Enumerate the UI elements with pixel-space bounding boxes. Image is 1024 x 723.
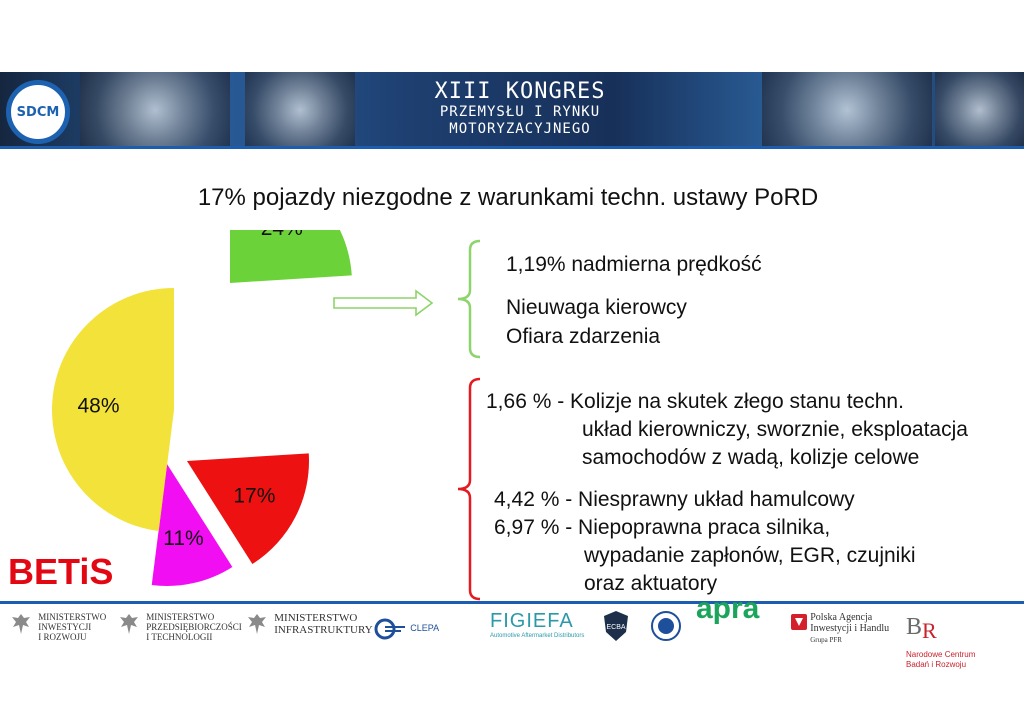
sdcm-logo-text: SDCM bbox=[16, 104, 60, 120]
sponsor-mpit-3: I TECHNOLOGII bbox=[146, 632, 213, 642]
figiefa-sub: Automotive Aftermarket Distributors bbox=[490, 633, 585, 639]
sponsor-mpit: MINISTERSTWO PRZEDSIĘBIORCZOŚCI I TECHNO… bbox=[118, 612, 242, 642]
footer-divider bbox=[0, 601, 1024, 604]
paih-icon bbox=[791, 614, 807, 630]
sdcm-logo: SDCM bbox=[6, 80, 70, 144]
eagle-icon bbox=[248, 614, 266, 634]
red-note-1: 1,66 % - Kolizje na skutek złego stanu t… bbox=[486, 390, 904, 413]
red-note-6: wypadanie zapłonów, EGR, czujniki bbox=[584, 544, 916, 567]
slide-title: 17% pojazdy niezgodne z warunkami techn.… bbox=[197, 184, 819, 211]
ncbr-2: Badań i Rozwoju bbox=[906, 660, 967, 669]
banner-line-3: MOTORYZACYJNEGO bbox=[449, 121, 591, 137]
sponsor-mi: MINISTERSTWO INFRASTRUKTURY bbox=[246, 612, 373, 636]
ncbr-1: Narodowe Centrum bbox=[906, 650, 976, 659]
clepa-label: CLEPA bbox=[410, 623, 440, 634]
paih-1: Polska Agencja bbox=[810, 612, 873, 623]
sponsor-mpit-1: MINISTERSTWO bbox=[146, 612, 215, 622]
sponsor-globe bbox=[650, 610, 682, 644]
betis-logo: BETiS bbox=[8, 551, 114, 592]
red-note-7: oraz aktuatory bbox=[584, 572, 718, 595]
sponsor-mpit-2: PRZEDSIĘBIORCZOŚCI bbox=[146, 622, 242, 632]
pie-slice-24 bbox=[230, 230, 352, 283]
paih-3: Grupa PFR bbox=[810, 636, 842, 644]
pie-label-17: 17% bbox=[233, 484, 275, 507]
red-note-5: 6,97 % - Niepoprawna praca silnika, bbox=[494, 516, 831, 539]
green-note-3: Ofiara zdarzenia bbox=[506, 325, 661, 348]
svg-text:B: B bbox=[906, 614, 922, 640]
green-note-2: Nieuwaga kierowcy bbox=[506, 296, 687, 319]
sponsor-figiefa: FIGIEFA Automotive Aftermarket Distribut… bbox=[490, 611, 585, 641]
green-brace bbox=[457, 239, 481, 359]
ecba-shield-icon: ECBA bbox=[604, 611, 628, 641]
red-note-4: 4,42 % - Niesprawny układ hamulcowy bbox=[494, 488, 855, 511]
pie-chart: 24% 17% 11% 48% bbox=[52, 230, 352, 586]
apra-label: apra bbox=[696, 592, 760, 625]
banner-photo-1 bbox=[80, 72, 230, 148]
sponsor-mi-1: MINISTERSTWO bbox=[274, 612, 358, 624]
sponsor-clepa: CLEPA bbox=[374, 618, 439, 640]
svg-text:R: R bbox=[922, 618, 937, 642]
pie-slice-17 bbox=[187, 453, 309, 565]
sponsor-paih: Polska Agencja Inwestycji i Handlu Grupa… bbox=[790, 612, 889, 646]
red-brace bbox=[457, 377, 481, 601]
pie-slice-11 bbox=[151, 464, 233, 586]
banner-line-2: PRZEMYSŁU I RYNKU bbox=[439, 104, 601, 120]
sponsor-strip: MINISTERSTWO INWESTYCJI I ROZWOJU MINIST… bbox=[0, 594, 1024, 669]
clepa-icon bbox=[374, 618, 405, 640]
sponsor-apra: apra bbox=[696, 594, 759, 624]
red-note-3: samochodów z wadą, kolizje celowe bbox=[582, 446, 920, 469]
eagle-icon bbox=[12, 614, 30, 634]
banner-divider bbox=[0, 146, 1024, 149]
green-note-1: 1,19% nadmierna prędkość bbox=[506, 253, 762, 276]
sponsor-mir-3: I ROZWOJU bbox=[38, 632, 87, 642]
paih-2: Inwestycji i Handlu bbox=[810, 623, 890, 634]
sponsor-mir: MINISTERSTWO INWESTYCJI I ROZWOJU bbox=[10, 612, 106, 642]
pie-label-48: 48% bbox=[77, 394, 119, 417]
banner-title: XIII KONGRES PRZEMYSŁU I RYNKU MOTORYZAC… bbox=[410, 80, 630, 138]
pie-label-11: 11% bbox=[163, 527, 203, 550]
eagle-icon bbox=[120, 614, 138, 634]
globe-icon bbox=[651, 611, 681, 641]
figiefa-label: FIGIEFA bbox=[490, 610, 574, 632]
banner-photo-3 bbox=[762, 72, 932, 148]
sponsor-mir-1: MINISTERSTWO bbox=[38, 612, 107, 622]
sponsor-ecba: ECBA bbox=[603, 610, 629, 644]
banner-line-1: XIII KONGRES bbox=[434, 79, 606, 104]
pie-label-24: 24% bbox=[261, 230, 303, 240]
green-arrow bbox=[333, 289, 434, 317]
banner-photo-4 bbox=[935, 72, 1024, 148]
pie-slice-48 bbox=[52, 288, 174, 532]
sponsor-mir-2: INWESTYCJI bbox=[38, 622, 92, 632]
red-note-2: układ kierowniczy, sworznie, eksploatacj… bbox=[582, 418, 968, 441]
sponsor-mi-2: INFRASTRUKTURY bbox=[274, 624, 373, 636]
header-banner bbox=[0, 72, 1024, 148]
ecba-label: ECBA bbox=[606, 624, 625, 631]
banner-photo-2 bbox=[245, 72, 355, 148]
